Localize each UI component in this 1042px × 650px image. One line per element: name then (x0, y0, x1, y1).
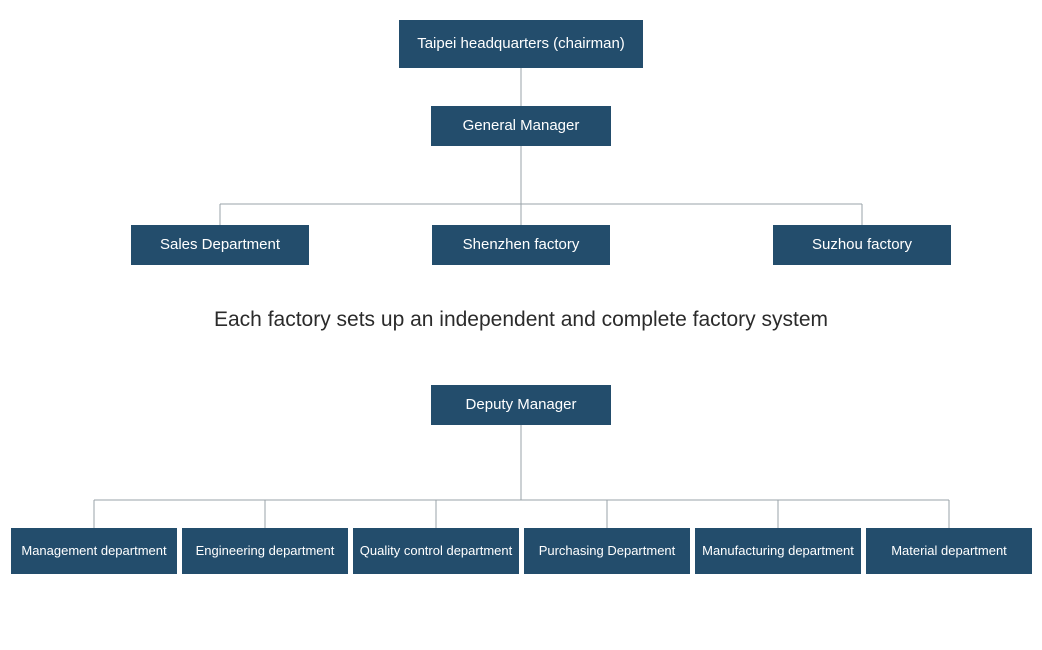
node-label: Shenzhen factory (463, 236, 580, 254)
node-label: Suzhou factory (812, 236, 912, 254)
node-label: Engineering department (196, 543, 335, 559)
node-eng: Engineering department (182, 528, 348, 574)
node-suzhou: Suzhou factory (773, 225, 951, 265)
node-deputy: Deputy Manager (431, 385, 611, 425)
node-shenzhen: Shenzhen factory (432, 225, 610, 265)
node-label: Material department (891, 543, 1007, 559)
node-label: Purchasing Department (539, 543, 676, 559)
node-gm: General Manager (431, 106, 611, 146)
node-manufacturing: Manufacturing department (695, 528, 861, 574)
node-label: Manufacturing department (702, 543, 854, 559)
node-label: Sales Department (160, 236, 280, 254)
node-mgmt: Management department (11, 528, 177, 574)
node-qc: Quality control department (353, 528, 519, 574)
node-label: Deputy Manager (466, 396, 577, 414)
node-material: Material department (866, 528, 1032, 574)
node-label: Management department (21, 543, 166, 559)
node-purchasing: Purchasing Department (524, 528, 690, 574)
node-label: Quality control department (360, 543, 512, 559)
caption-text: Each factory sets up an independent and … (214, 308, 828, 332)
node-label: Taipei headquarters (chairman) (417, 35, 625, 53)
node-hq: Taipei headquarters (chairman) (399, 20, 643, 68)
node-sales: Sales Department (131, 225, 309, 265)
node-label: General Manager (463, 117, 580, 135)
